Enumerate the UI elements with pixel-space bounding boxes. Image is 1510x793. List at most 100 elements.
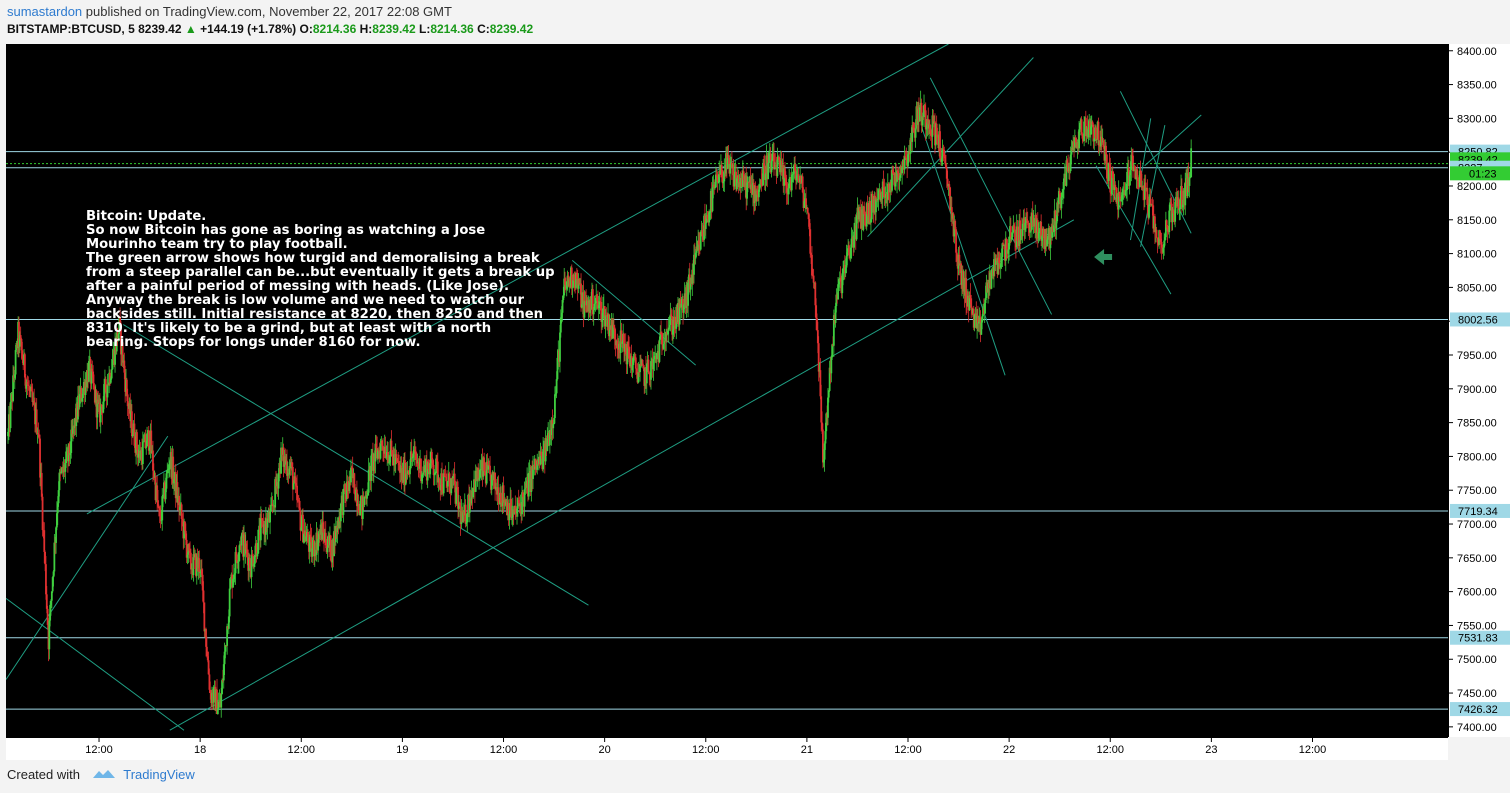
x-tick-label: 12:00: [1299, 744, 1327, 756]
candle-body-up: [9, 401, 12, 429]
candle-body-down: [816, 318, 818, 331]
candle-body-up: [308, 534, 311, 552]
candle-body-down: [1156, 237, 1159, 243]
candle-body-down: [375, 443, 378, 449]
candle-body-up: [450, 478, 453, 494]
candle-body-down: [812, 275, 815, 283]
x-tick-label: 12:00: [1096, 744, 1124, 756]
candle-body-up: [1178, 209, 1181, 210]
candle-body-up: [941, 148, 944, 159]
price-label-box: [1450, 630, 1510, 645]
candle-body-up: [536, 460, 539, 470]
candle-body-up: [1060, 197, 1063, 209]
tradingview-logo-icon[interactable]: [92, 768, 116, 783]
candle-body-up: [145, 446, 148, 448]
candle-body-up: [855, 215, 858, 240]
candle-body-up: [981, 316, 984, 323]
chart-pane[interactable]: Bitcoin: Update. So now Bitcoin has gone…: [6, 44, 1448, 737]
candle-body-up: [339, 503, 342, 522]
candle-body-down: [344, 484, 346, 492]
y-tick-label: 7600.00: [1457, 587, 1497, 599]
candle-body-down: [816, 330, 819, 344]
candle-body-down: [716, 175, 719, 183]
candle-body-down: [123, 360, 126, 373]
candle-body-down: [698, 240, 700, 245]
candle-body-up: [612, 325, 614, 339]
candle-body-down: [597, 301, 599, 309]
candle-body-up: [50, 591, 53, 601]
candle-body-down: [1054, 210, 1057, 229]
price-chart[interactable]: [6, 44, 1448, 737]
candle-body-up: [604, 315, 607, 327]
candle-body-up: [914, 128, 917, 138]
time-axis[interactable]: 12:00 18 12:00 19 12:00 20 12:00 21 12:00 22 12:00…: [6, 737, 1448, 760]
x-tick-label: 19: [396, 744, 408, 756]
candle-body-down: [817, 343, 820, 372]
price-label-text: 7426.32: [1458, 704, 1498, 716]
countdown-box: [1450, 166, 1510, 181]
candle-body-up: [58, 472, 61, 491]
published-text: published on TradingView.com, November 2…: [85, 4, 452, 19]
symbol-label[interactable]: BITSTAMP:BTCUSD, 5: [7, 22, 135, 36]
candle-body-up: [1046, 239, 1048, 247]
candle-body-up: [148, 447, 151, 451]
candle-body-down: [1109, 163, 1112, 193]
candle-body-down: [942, 148, 945, 150]
candle-body-down: [397, 461, 400, 463]
candle-body-down: [1149, 198, 1152, 205]
candle-body-down: [126, 394, 129, 407]
candle-body-down: [19, 335, 22, 339]
candle-body-up: [318, 533, 320, 540]
candle-body-down: [1170, 202, 1172, 204]
candle-body-down: [896, 171, 899, 174]
candle-body-up: [552, 424, 555, 429]
candle-body-up: [729, 163, 732, 174]
candle-body-up: [49, 604, 52, 621]
candle-body-up: [516, 500, 519, 509]
candle-body-down: [534, 458, 537, 467]
candle-body-up: [637, 371, 640, 383]
candle-body-up: [164, 488, 167, 500]
candle-body-up: [560, 312, 563, 318]
author-link[interactable]: sumastardon: [7, 4, 83, 19]
candle-body-down: [596, 295, 598, 302]
candle-body-up: [142, 441, 145, 443]
candles: [7, 90, 1193, 718]
candle-body-down: [37, 432, 40, 435]
candle-body-down: [178, 495, 180, 511]
candle-body-up: [1129, 169, 1132, 176]
trendline: [1144, 114, 1202, 167]
candle-body-down: [815, 305, 818, 319]
candle-body-up: [1062, 189, 1064, 193]
candle-body-down: [414, 449, 416, 452]
x-tick-label: 20: [599, 744, 611, 756]
candle-body-down: [820, 396, 823, 423]
candle-body-down: [913, 127, 915, 131]
candle-body-down: [189, 550, 191, 553]
tradingview-link[interactable]: TradingView: [123, 767, 195, 782]
candle-body-up: [1037, 232, 1040, 239]
footer: Created with TradingView: [7, 767, 195, 783]
y-tick-label: 7950.00: [1457, 350, 1497, 362]
candle-body-down: [203, 602, 206, 632]
candle-body-up: [474, 470, 477, 492]
candle-body-down: [1036, 220, 1039, 239]
candle-body-down: [483, 457, 486, 472]
candle-body-up: [828, 367, 831, 391]
candle-body-up: [1038, 231, 1041, 233]
candle-body-up: [160, 520, 163, 522]
candle-body-down: [172, 456, 175, 484]
candle-body-up: [662, 343, 665, 349]
trendline: [6, 597, 185, 731]
trendlines: [6, 44, 1202, 731]
candle-body-down: [821, 429, 824, 463]
trendline: [6, 435, 169, 680]
candle-body-up: [665, 332, 668, 342]
candle-body-down: [912, 125, 914, 128]
analysis-note[interactable]: Bitcoin: Update. So now Bitcoin has gone…: [86, 209, 555, 350]
candle-body-up: [1025, 218, 1027, 224]
price-axis[interactable]: 8400.008350.008300.008250.008200.008150.…: [1448, 44, 1510, 737]
candle-body-up: [822, 459, 825, 463]
candle-body-up: [983, 303, 986, 314]
candle-body-up: [274, 479, 277, 508]
